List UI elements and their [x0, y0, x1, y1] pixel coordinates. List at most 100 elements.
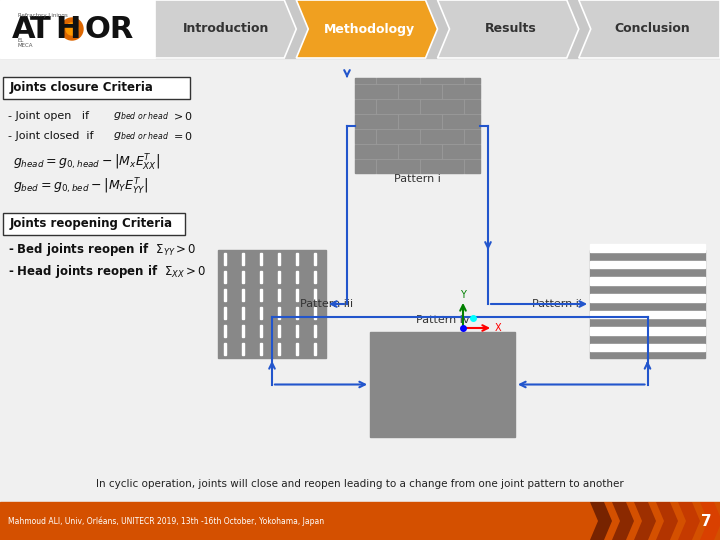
Bar [279, 343, 281, 355]
Bar [590, 327, 705, 335]
Circle shape [66, 23, 78, 35]
Text: 7: 7 [701, 514, 712, 529]
Bar [355, 78, 375, 83]
Bar [465, 130, 480, 143]
Text: - Joint closed  if: - Joint closed if [8, 131, 94, 141]
FancyBboxPatch shape [3, 213, 185, 235]
Bar [355, 160, 375, 173]
Text: Y: Y [460, 290, 466, 300]
Bar [377, 100, 419, 113]
Bar [225, 289, 227, 301]
Bar [443, 145, 480, 158]
Bar [261, 289, 263, 301]
Bar [421, 100, 463, 113]
Bar [297, 343, 299, 355]
Text: Pattern iv: Pattern iv [415, 315, 469, 325]
Bar [465, 100, 480, 113]
Text: $g_{bed\ or\ head}$: $g_{bed\ or\ head}$ [113, 130, 169, 142]
Text: T: T [30, 15, 50, 44]
Bar [243, 325, 245, 338]
Bar [355, 78, 480, 173]
Text: $g_{bed} = g_{0,bed} - \left|M_Y E_{YY}^T\right|$: $g_{bed} = g_{0,bed} - \left|M_Y E_{YY}^… [13, 176, 148, 196]
Bar [279, 289, 281, 301]
Text: - Head joints reopen if  $\Sigma_{XX} > 0$: - Head joints reopen if $\Sigma_{XX} > 0… [8, 264, 207, 280]
Bar [465, 160, 480, 173]
Bar [590, 310, 705, 318]
Bar [315, 289, 317, 301]
Bar [590, 344, 705, 352]
Bar [421, 130, 463, 143]
Bar [590, 294, 705, 301]
Bar [243, 343, 245, 355]
Bar [225, 307, 227, 319]
Text: Introduction: Introduction [182, 23, 269, 36]
Text: Joints reopening Criteria: Joints reopening Criteria [10, 218, 173, 231]
Text: - Bed joints reopen if  $\Sigma_{YY} > 0$: - Bed joints reopen if $\Sigma_{YY} > 0$ [8, 241, 197, 259]
Polygon shape [656, 502, 678, 540]
Bar [315, 325, 317, 338]
Bar [243, 289, 245, 301]
Bar [297, 307, 299, 319]
Text: OR: OR [84, 15, 133, 44]
Bar [399, 145, 441, 158]
Bar [377, 130, 419, 143]
Bar [297, 271, 299, 284]
Text: A: A [12, 15, 35, 44]
Bar [355, 100, 375, 113]
Bar [225, 253, 227, 265]
Bar [355, 145, 397, 158]
Polygon shape [438, 0, 579, 58]
Bar [297, 253, 299, 265]
Bar [225, 325, 227, 338]
Bar [297, 289, 299, 301]
Bar [218, 250, 326, 358]
Text: Pattern iii: Pattern iii [300, 299, 353, 309]
Bar [0, 0, 720, 58]
Bar [261, 253, 263, 265]
Polygon shape [634, 502, 656, 540]
Bar [279, 253, 281, 265]
Polygon shape [296, 0, 438, 58]
Bar [399, 85, 441, 98]
Bar [355, 85, 397, 98]
Text: Results: Results [485, 23, 537, 36]
Text: EL
MECA: EL MECA [18, 38, 34, 49]
Text: $= 0$: $= 0$ [171, 130, 193, 142]
Bar [443, 85, 480, 98]
Bar [279, 307, 281, 319]
Bar [243, 253, 245, 265]
Polygon shape [590, 502, 612, 540]
Text: Methodology: Methodology [324, 23, 415, 36]
Bar [315, 343, 317, 355]
Bar [225, 271, 227, 284]
Bar [370, 332, 515, 437]
Polygon shape [155, 0, 296, 58]
Text: $g_{bed\ or\ head}$: $g_{bed\ or\ head}$ [113, 110, 169, 122]
Bar [0, 502, 720, 540]
Bar [377, 160, 419, 173]
Bar [377, 78, 419, 83]
Text: $g_{head} = g_{0,head} - \left|M_x E_{XX}^T\right|$: $g_{head} = g_{0,head} - \left|M_x E_{XX… [13, 152, 160, 172]
Bar [421, 160, 463, 173]
Bar [0, 58, 720, 502]
Bar [279, 271, 281, 284]
Polygon shape [579, 0, 720, 58]
Bar [315, 253, 317, 265]
Bar [315, 307, 317, 319]
Circle shape [61, 18, 83, 40]
Polygon shape [678, 502, 700, 540]
Bar [261, 325, 263, 338]
Text: Pattern i: Pattern i [394, 174, 441, 184]
Bar [465, 78, 480, 83]
Polygon shape [612, 502, 634, 540]
Text: H: H [55, 15, 81, 44]
Text: - Joint open   if: - Joint open if [8, 111, 89, 121]
Text: Joints closure Criteria: Joints closure Criteria [10, 82, 154, 94]
Bar [261, 271, 263, 284]
Bar [443, 115, 480, 128]
Bar [261, 307, 263, 319]
Bar [0, 0, 155, 58]
Bar [421, 78, 463, 83]
Bar [590, 244, 705, 252]
Bar [279, 325, 281, 338]
